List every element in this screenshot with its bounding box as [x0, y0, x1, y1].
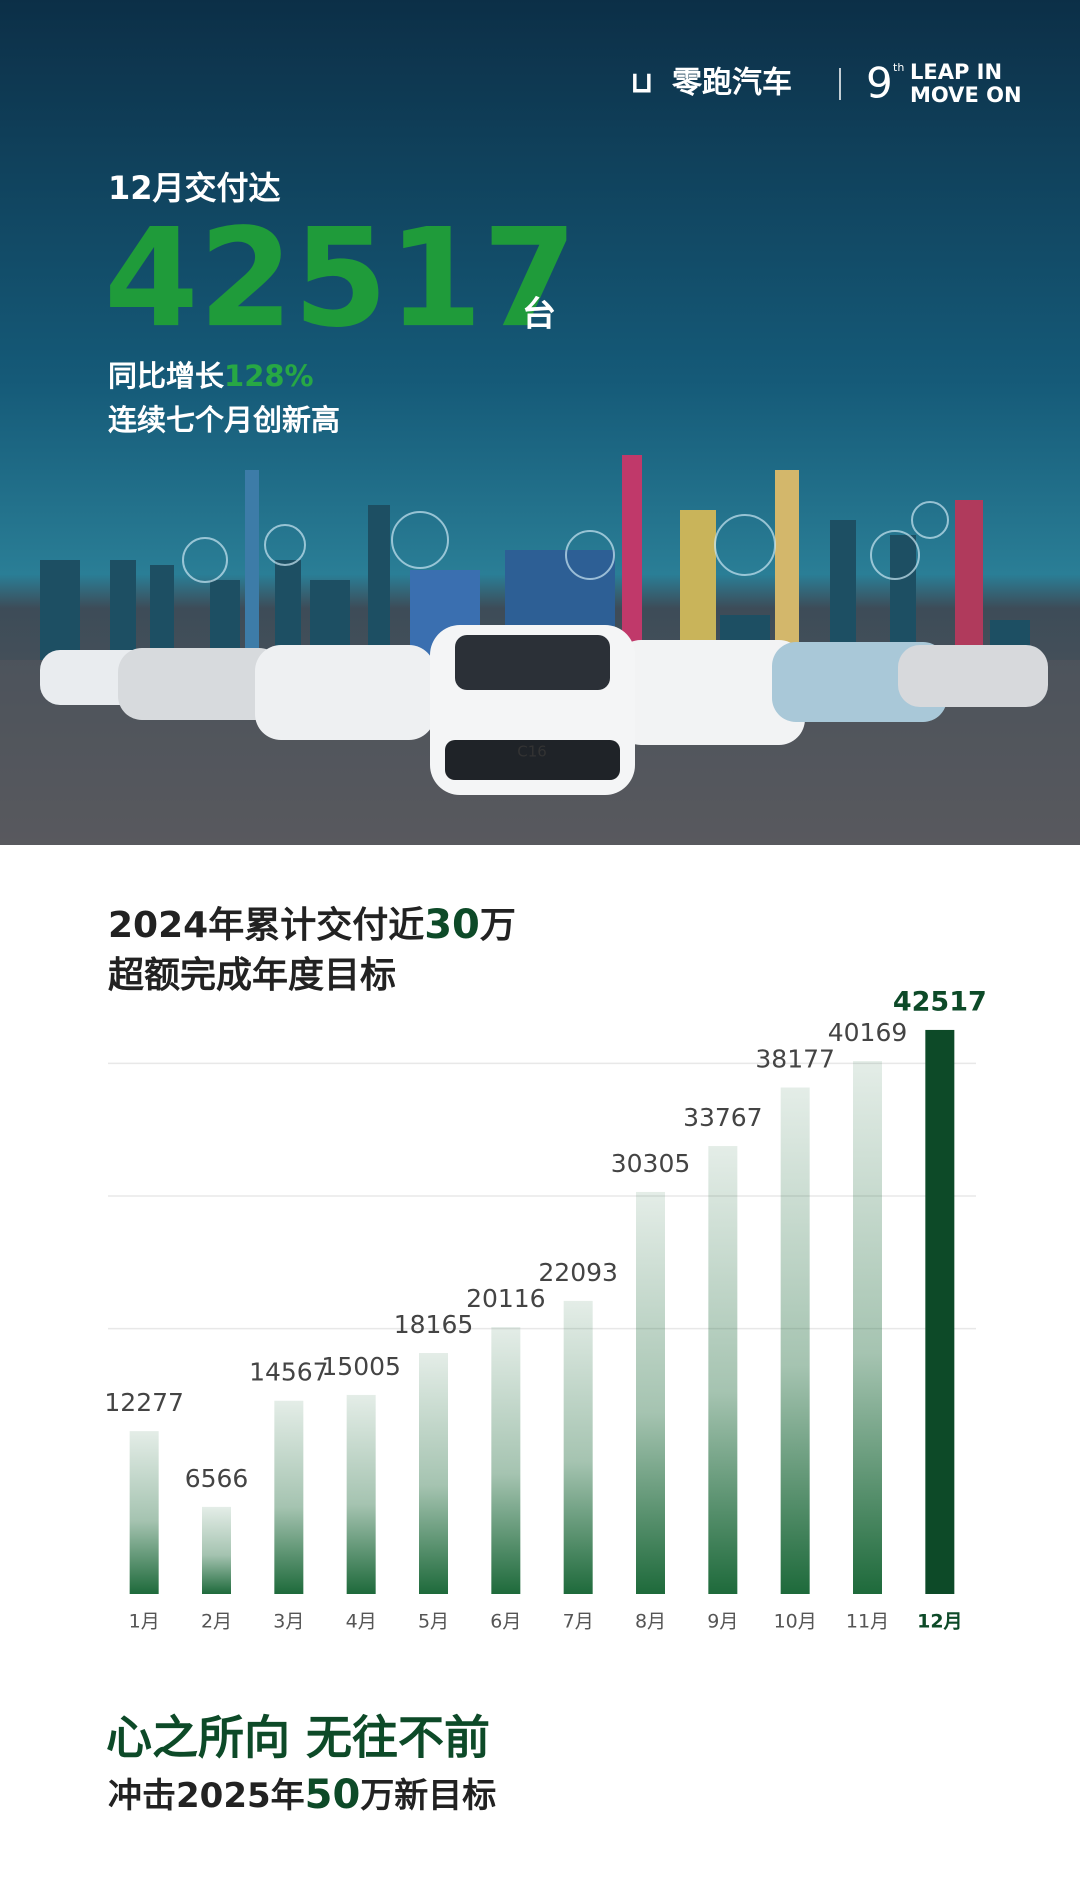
x-tick-label: 11月	[846, 1611, 889, 1633]
x-tick-label: 1月	[129, 1611, 160, 1633]
hero: C16 ⊔ 零跑汽车 9 th LEAP IN MOVE ON 12月交付达 4…	[0, 0, 1080, 845]
bar	[419, 1353, 448, 1594]
value-label: 20116	[466, 1284, 546, 1313]
fireworks	[182, 501, 949, 583]
x-tick-label: 4月	[346, 1611, 377, 1633]
value-label: 38177	[755, 1045, 835, 1074]
bar	[636, 1191, 665, 1594]
value-label: 14567	[249, 1358, 329, 1387]
value-label: 40169	[828, 1018, 908, 1047]
cars: C16	[40, 625, 1048, 795]
growth-value: 128%	[224, 359, 314, 393]
chart-title: 2024年累计交付近30万	[108, 902, 516, 948]
brand: 零跑汽车	[672, 66, 792, 101]
edition-suffix: th	[893, 61, 904, 74]
bar	[563, 1300, 593, 1594]
slogan: MOVE ON	[910, 83, 1022, 107]
value-label: 15005	[321, 1352, 401, 1381]
value-label: 22093	[538, 1258, 618, 1287]
x-tick-label: 5月	[418, 1611, 449, 1633]
value-label: 12277	[104, 1388, 184, 1417]
x-tick-label: 8月	[635, 1611, 666, 1633]
value-label: 18165	[394, 1310, 474, 1339]
hero-growth: 同比增长128%	[108, 359, 314, 393]
bar	[346, 1394, 376, 1594]
logo-mark: ⊔	[630, 66, 654, 101]
footer-slogan: 心之所向 无往不前	[106, 1711, 490, 1765]
footer: 心之所向 无往不前 冲击2025年50万新目标	[106, 1711, 496, 1819]
goal-part: 50	[305, 1772, 361, 1818]
bar	[274, 1400, 304, 1594]
logo: ⊔ 零跑汽车 9 th LEAP IN MOVE ON	[630, 59, 1022, 108]
value-label: 6566	[185, 1464, 249, 1493]
x-tick-label: 2月	[201, 1611, 232, 1633]
bar	[129, 1431, 159, 1594]
title-part: 30	[424, 902, 480, 948]
hero-lead: 12月交付达	[108, 169, 281, 207]
bar	[925, 1029, 955, 1594]
goal-part: 万新目标	[360, 1776, 496, 1816]
value-label: 33767	[683, 1103, 763, 1132]
chart: 2024年累计交付近30万 超额完成年度目标 12277 1月 6566 2月 1456…	[104, 902, 986, 1633]
goal-part: 冲击2025年	[108, 1776, 305, 1816]
car-badge: C16	[517, 743, 547, 761]
bar	[780, 1087, 810, 1594]
title-part: 2024年累计交付近	[108, 904, 424, 946]
x-tick-label: 9月	[707, 1611, 738, 1633]
x-tick-label: 10月	[774, 1611, 817, 1633]
x-tick-label: 12月	[917, 1611, 962, 1633]
title-part: 万	[480, 905, 516, 946]
footer-goal: 冲击2025年50万新目标	[108, 1772, 496, 1818]
x-tick-label: 3月	[273, 1611, 304, 1633]
value-label: 30305	[611, 1149, 691, 1178]
edition: 9	[866, 59, 893, 108]
hero-number: 42517	[104, 200, 577, 358]
x-tick-label: 7月	[563, 1611, 594, 1633]
bar	[491, 1327, 521, 1594]
bar	[202, 1506, 231, 1594]
bar	[708, 1146, 738, 1594]
chart-subtitle: 超额完成年度目标	[108, 955, 396, 996]
value-label: 42517	[893, 986, 987, 1017]
bar	[853, 1061, 882, 1594]
slogan: LEAP IN	[910, 60, 1002, 84]
x-tick-label: 6月	[490, 1611, 521, 1633]
hero-note: 连续七个月创新高	[108, 403, 340, 437]
growth-label: 同比增长	[108, 359, 225, 393]
hero-unit: 台	[522, 295, 556, 335]
